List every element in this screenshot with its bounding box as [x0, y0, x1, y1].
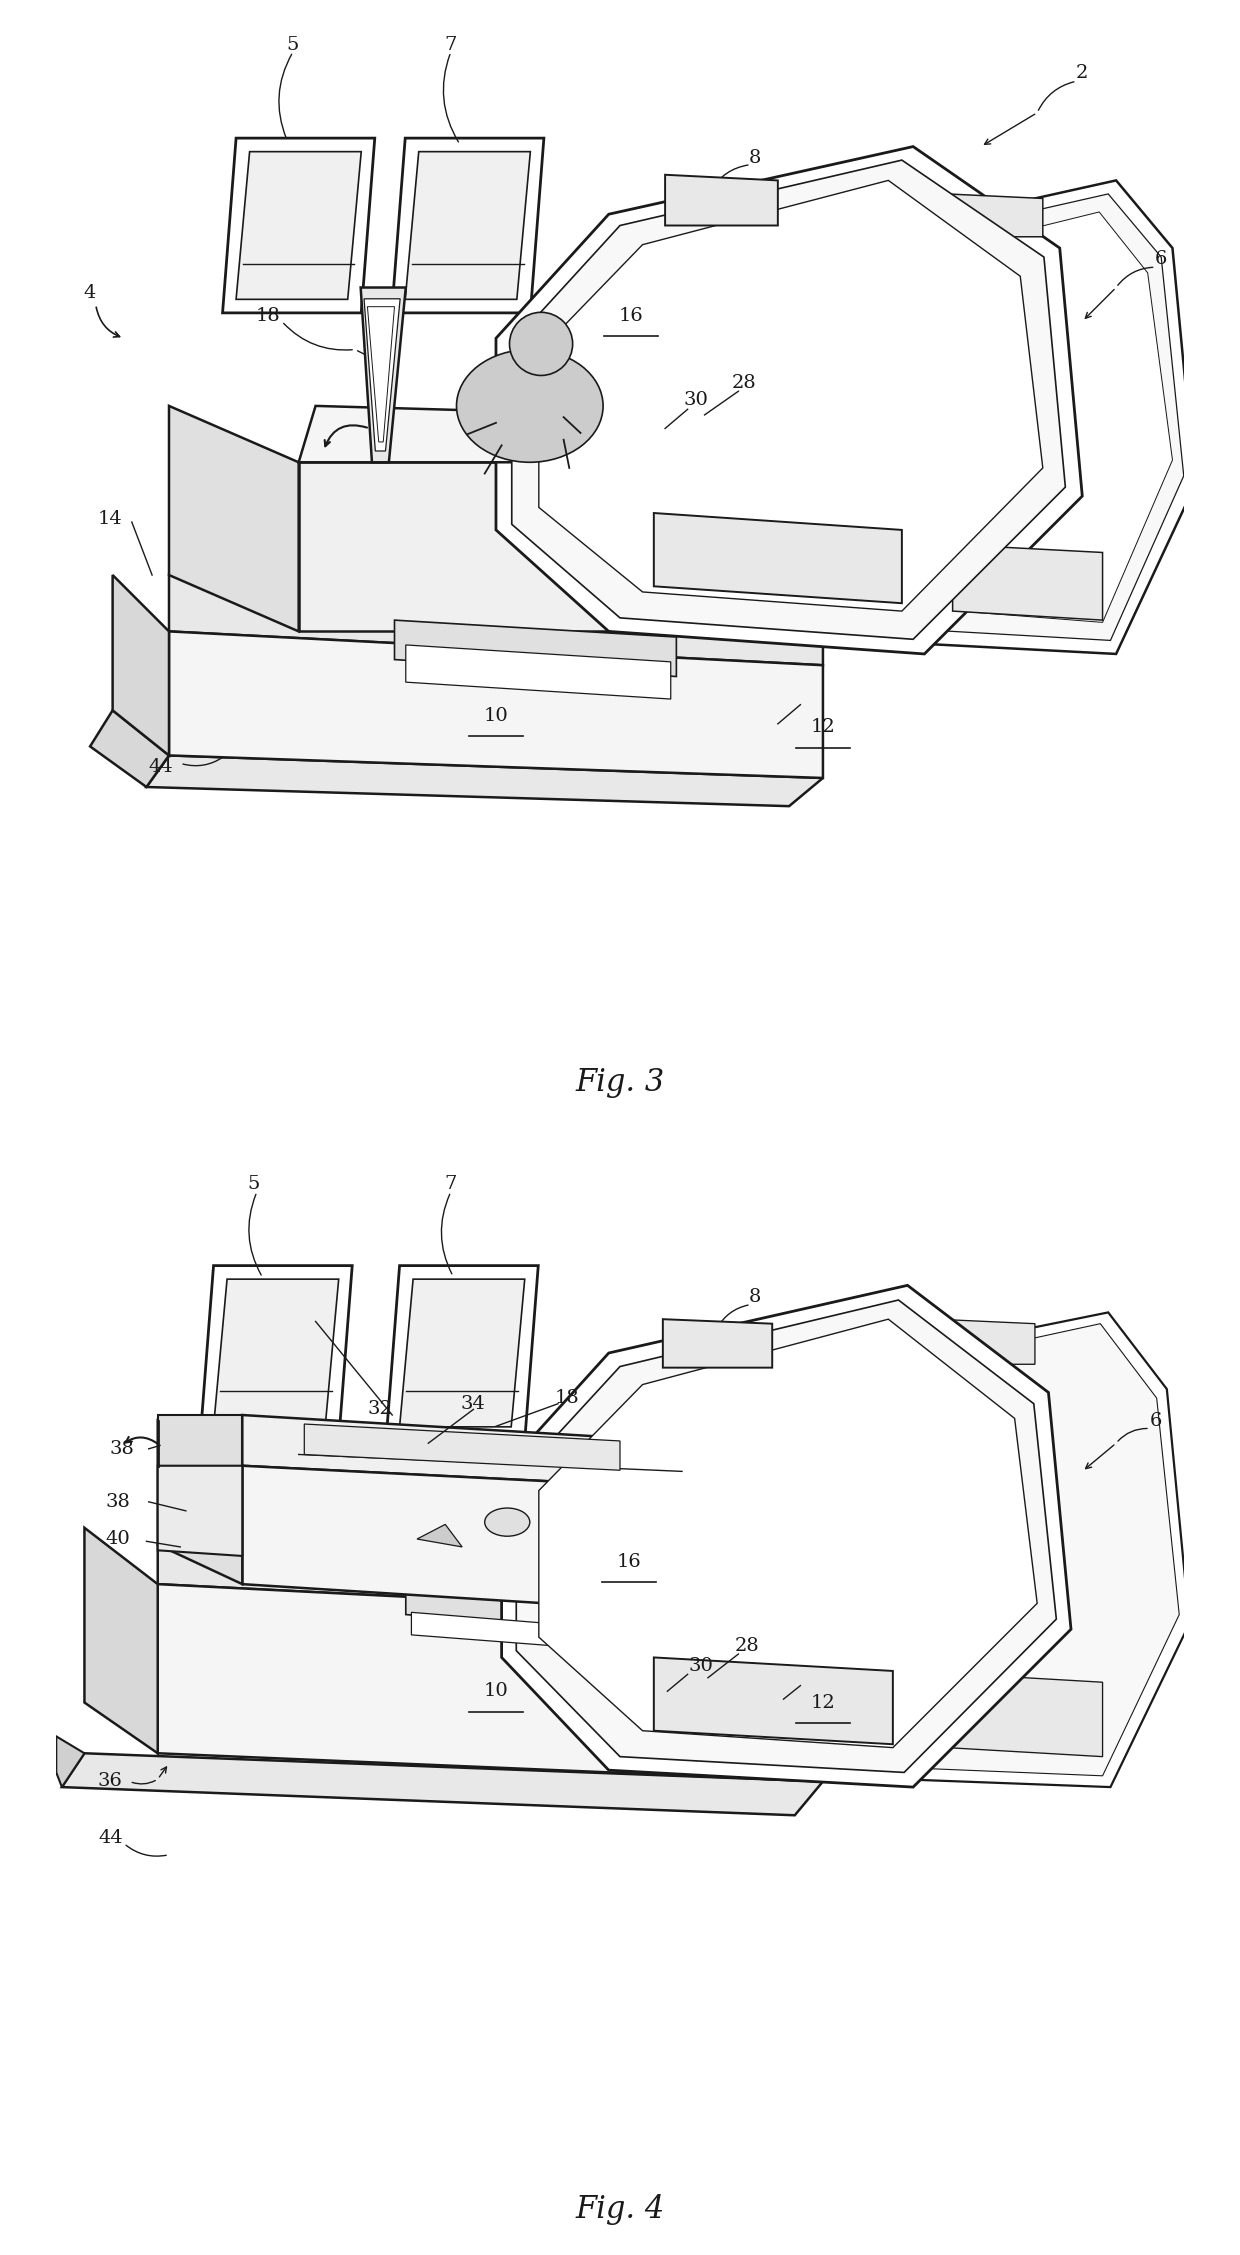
Text: 8: 8 [749, 1288, 761, 1306]
Polygon shape [394, 620, 676, 676]
Text: 44: 44 [149, 758, 174, 776]
Polygon shape [113, 575, 169, 755]
Text: 10: 10 [484, 708, 508, 724]
Polygon shape [242, 1416, 711, 1488]
Polygon shape [386, 1265, 538, 1441]
Polygon shape [412, 1612, 689, 1655]
Polygon shape [146, 755, 823, 805]
Text: 30: 30 [688, 1657, 713, 1675]
Polygon shape [157, 1466, 242, 1556]
Polygon shape [516, 1299, 1056, 1772]
Text: 2: 2 [1076, 65, 1089, 81]
Text: 18: 18 [255, 307, 280, 325]
Text: 12: 12 [811, 719, 836, 735]
Text: 5: 5 [247, 1175, 259, 1193]
Text: 6: 6 [1149, 1412, 1162, 1430]
Polygon shape [405, 151, 531, 300]
Polygon shape [952, 546, 1102, 620]
Polygon shape [653, 1657, 893, 1745]
Text: 40: 40 [105, 1531, 130, 1547]
Text: 16: 16 [619, 307, 644, 325]
Polygon shape [222, 138, 374, 313]
Polygon shape [823, 180, 1195, 654]
Text: 4: 4 [84, 284, 97, 302]
Polygon shape [832, 1324, 1179, 1777]
Polygon shape [213, 1279, 339, 1427]
Polygon shape [157, 1545, 823, 1619]
Polygon shape [299, 406, 711, 462]
Polygon shape [653, 512, 901, 604]
Text: 38: 38 [109, 1441, 134, 1457]
Polygon shape [157, 1421, 242, 1583]
Polygon shape [496, 147, 1083, 654]
Polygon shape [236, 151, 361, 300]
Polygon shape [242, 1466, 688, 1612]
Text: 38: 38 [105, 1493, 130, 1511]
Text: 7: 7 [445, 36, 458, 54]
Polygon shape [947, 1673, 1102, 1757]
Ellipse shape [485, 1509, 529, 1536]
Polygon shape [200, 1265, 352, 1441]
Polygon shape [417, 1524, 463, 1547]
Polygon shape [821, 1312, 1189, 1786]
Polygon shape [169, 406, 299, 631]
Text: 7: 7 [445, 1175, 458, 1193]
Polygon shape [392, 138, 544, 313]
Text: 16: 16 [616, 1554, 641, 1569]
Polygon shape [665, 174, 777, 226]
Text: 32: 32 [367, 1400, 392, 1418]
Polygon shape [91, 710, 169, 787]
Polygon shape [936, 1319, 1035, 1364]
Polygon shape [365, 298, 401, 451]
Text: 28: 28 [735, 1637, 760, 1655]
Text: Fig. 3: Fig. 3 [575, 1067, 665, 1098]
Polygon shape [157, 1416, 242, 1466]
Text: 18: 18 [554, 1389, 579, 1407]
Polygon shape [835, 194, 1184, 640]
Polygon shape [157, 1583, 823, 1781]
Polygon shape [849, 212, 1173, 622]
Polygon shape [56, 1736, 84, 1786]
Text: Fig. 4: Fig. 4 [575, 2194, 665, 2226]
Polygon shape [399, 1279, 525, 1427]
Polygon shape [367, 307, 394, 442]
Ellipse shape [456, 350, 603, 462]
Polygon shape [663, 1319, 773, 1367]
Polygon shape [169, 631, 823, 778]
Polygon shape [512, 160, 1065, 640]
Polygon shape [502, 1285, 1071, 1786]
Polygon shape [947, 194, 1043, 237]
Text: 6: 6 [1154, 250, 1167, 268]
Polygon shape [84, 1529, 157, 1754]
Polygon shape [169, 575, 823, 665]
Text: 8: 8 [749, 149, 761, 167]
Text: 5: 5 [286, 36, 299, 54]
Polygon shape [405, 1583, 699, 1637]
Text: 36: 36 [98, 1772, 123, 1790]
Text: 44: 44 [98, 1829, 123, 1847]
Text: 12: 12 [811, 1694, 836, 1712]
Polygon shape [299, 462, 665, 631]
Text: 30: 30 [683, 392, 708, 408]
Text: 34: 34 [461, 1396, 486, 1412]
Circle shape [510, 313, 573, 374]
Text: 14: 14 [98, 510, 123, 528]
Polygon shape [539, 180, 1043, 611]
Polygon shape [62, 1754, 823, 1815]
Polygon shape [304, 1425, 620, 1470]
Text: 28: 28 [732, 374, 756, 392]
Polygon shape [539, 1319, 1037, 1748]
Polygon shape [361, 289, 405, 462]
Text: 10: 10 [484, 1682, 508, 1700]
Polygon shape [405, 645, 671, 699]
